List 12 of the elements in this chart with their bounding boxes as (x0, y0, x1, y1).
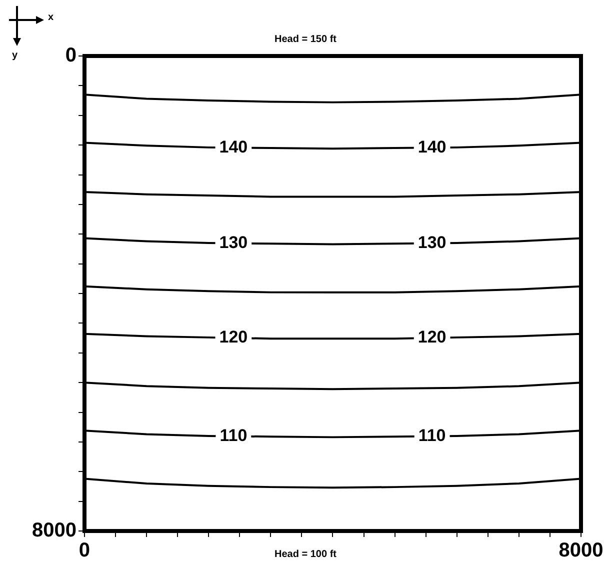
series-label: 110 (220, 426, 248, 445)
series-label: 120 (219, 328, 248, 347)
text: 130 (418, 232, 446, 252)
chart-title: Head = 150 ft (274, 34, 338, 45)
y-axis-title: y (12, 50, 18, 61)
text: 110 (418, 426, 446, 445)
series-label: 130 (219, 232, 248, 252)
text: 140 (418, 137, 446, 156)
x-axis-title: x (48, 12, 54, 23)
text: Head = 100 ft (274, 549, 336, 560)
text: 120 (418, 328, 446, 347)
series-label: 140 (219, 137, 248, 156)
